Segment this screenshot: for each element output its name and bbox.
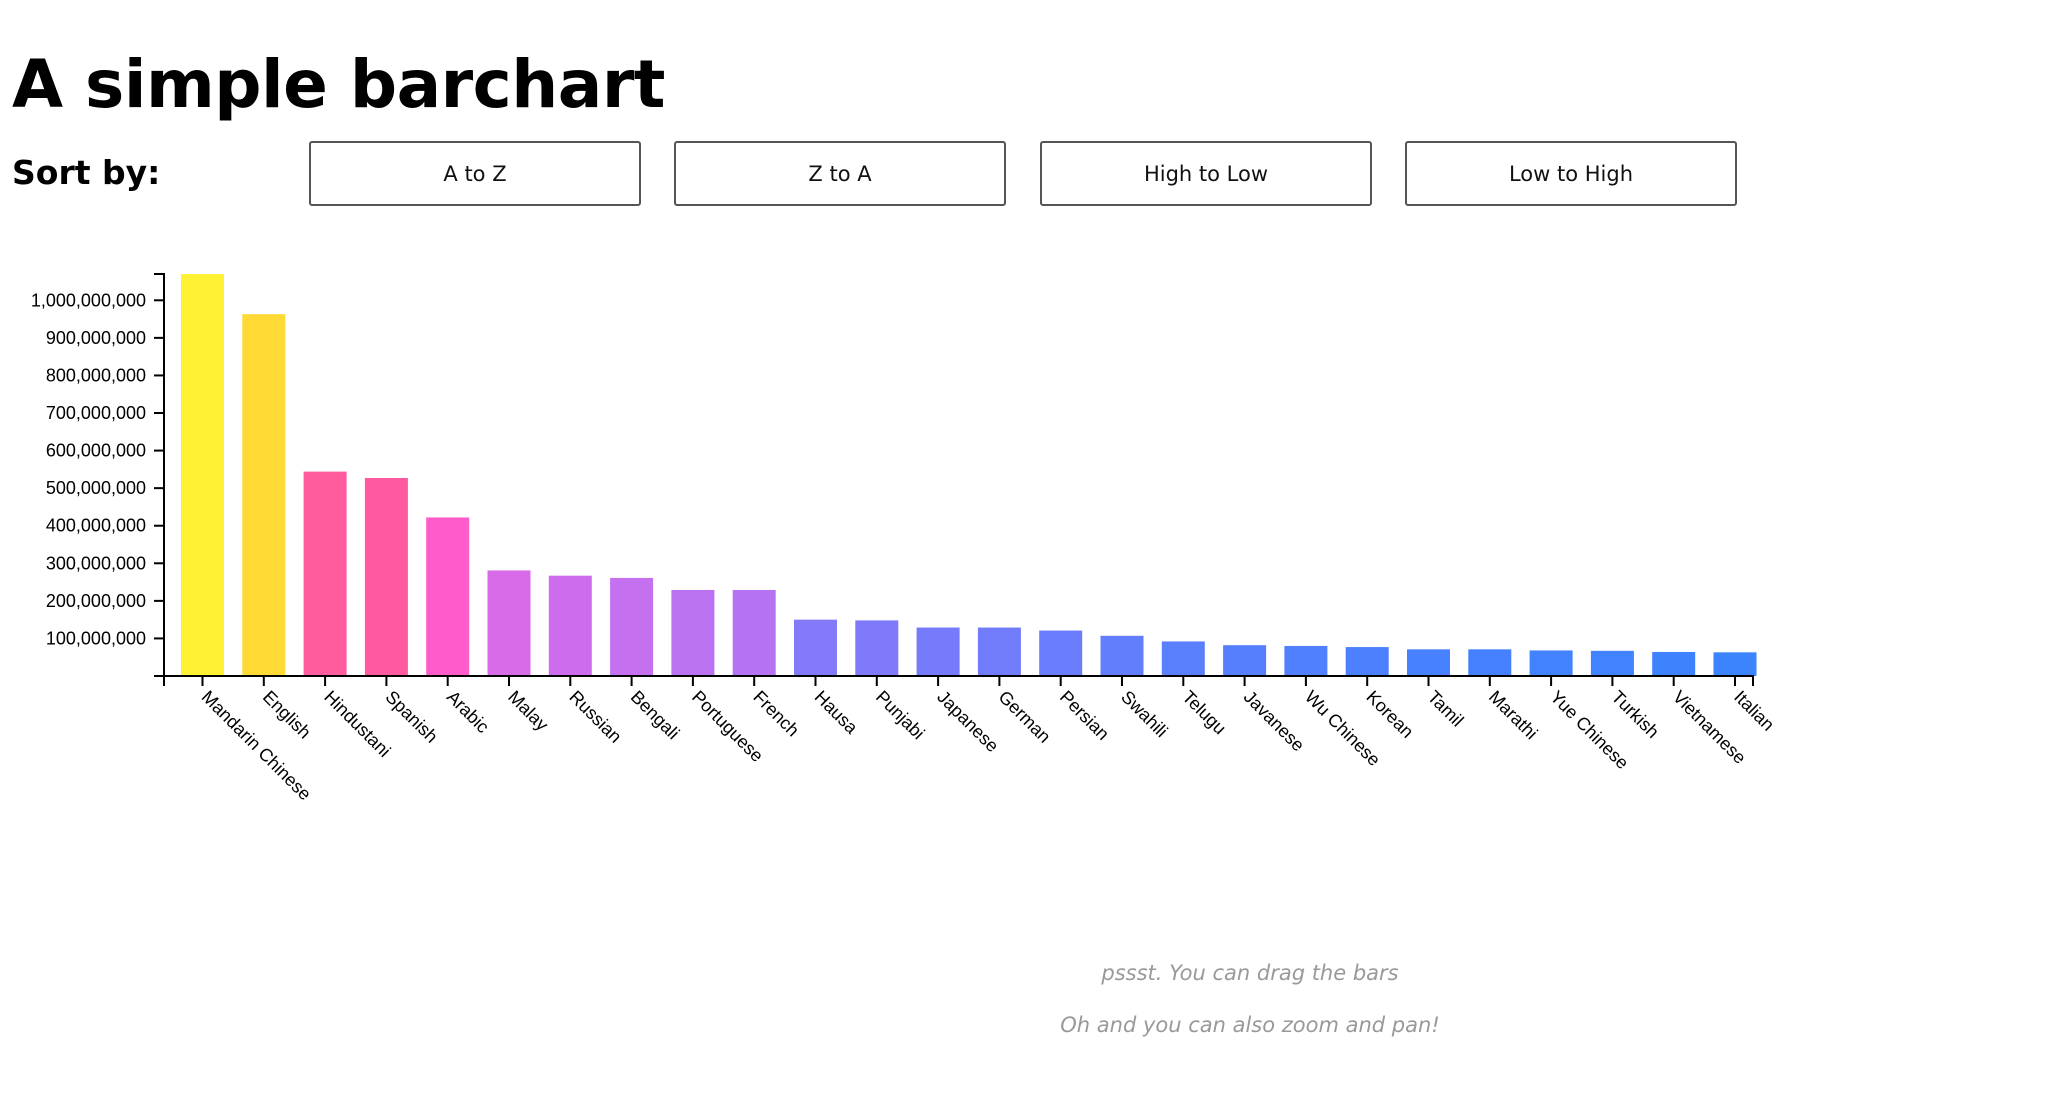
x-tick-label: Bengali (627, 687, 684, 744)
y-tick-label: 600,000,000 (46, 441, 146, 461)
bar-russian[interactable] (548, 575, 592, 676)
x-tick-label: Marathi (1485, 687, 1542, 744)
x-tick-label: Persian (1056, 687, 1113, 744)
bar-vietnamese[interactable] (1652, 651, 1696, 676)
bar-malay[interactable] (487, 570, 531, 676)
sort-high-to-low-button[interactable]: High to Low (1040, 141, 1372, 206)
x-tick-label: Japanese (933, 687, 1002, 756)
x-tick-label: English (259, 687, 315, 743)
bar-mandarin-chinese[interactable] (181, 274, 224, 676)
x-tick-label: Turkish (1608, 687, 1663, 742)
sort-by-label: Sort by: (12, 153, 161, 192)
y-tick-label: 500,000,000 (46, 478, 146, 498)
x-tick-label: Korean (1362, 687, 1417, 742)
zoom-hint: Oh and you can also zoom and pan! (1060, 1013, 1440, 1037)
y-tick-label: 900,000,000 (46, 328, 146, 348)
bar-french[interactable] (732, 589, 776, 676)
x-tick-label: Swahili (1117, 687, 1171, 741)
drag-hint: pssst. You can drag the bars (1101, 961, 1399, 985)
y-tick-label: 100,000,000 (46, 628, 146, 648)
y-tick-label: 800,000,000 (46, 365, 146, 385)
x-tick-label: Telugu (1178, 687, 1230, 739)
bar-javanese[interactable] (1223, 645, 1267, 676)
x-tick-label: Hausa (811, 687, 863, 739)
bar-punjabi[interactable] (855, 620, 899, 676)
bar-portuguese[interactable] (671, 589, 715, 676)
x-tick-label: Malay (504, 687, 552, 735)
x-axis-line (163, 675, 1754, 686)
bar-italian[interactable] (1713, 652, 1757, 676)
bar-tamil[interactable] (1407, 649, 1450, 676)
bars-group[interactable] (181, 274, 1757, 676)
x-tick-label: Javanese (1240, 687, 1309, 756)
x-tick-label: Tamil (1424, 687, 1468, 731)
bar-swahili[interactable] (1100, 635, 1144, 676)
bar-yue-chinese[interactable] (1529, 650, 1573, 676)
y-tick-label: 700,000,000 (46, 403, 146, 423)
bar-hindustani[interactable] (303, 471, 347, 676)
bar-spanish[interactable] (364, 478, 408, 676)
bar-japanese[interactable] (916, 627, 960, 676)
x-tick-label: Italian (1730, 687, 1778, 735)
x-tick-label: Arabic (443, 687, 493, 737)
page-title: A simple barchart (12, 46, 665, 123)
x-tick-label: Russian (565, 687, 625, 747)
bar-chart[interactable]: 100,000,000 200,000,000 300,000,000 400,000… (0, 240, 2058, 880)
sort-a-to-z-button[interactable]: A to Z (309, 141, 641, 206)
x-tick-label: Punjabi (872, 687, 929, 744)
x-tick-label: Mandarin Chinese (198, 687, 315, 804)
bar-german[interactable] (977, 627, 1021, 676)
bar-wu-chinese[interactable] (1284, 645, 1328, 676)
bar-english[interactable] (242, 314, 286, 676)
bar-telugu[interactable] (1161, 641, 1205, 676)
bar-bengali[interactable] (610, 577, 654, 676)
y-tick-label: 300,000,000 (46, 553, 146, 573)
bar-turkish[interactable] (1590, 650, 1634, 676)
y-axis: 100,000,000 200,000,000 300,000,000 400,000… (31, 273, 165, 677)
y-tick-label: 400,000,000 (46, 516, 146, 536)
bar-hausa[interactable] (794, 619, 837, 676)
bar-arabic[interactable] (426, 517, 470, 676)
bar-korean[interactable] (1345, 647, 1389, 676)
bar-persian[interactable] (1039, 630, 1083, 676)
x-tick-label: French (749, 687, 803, 741)
y-tick-label: 1,000,000,000 (31, 290, 146, 310)
bar-marathi[interactable] (1468, 649, 1512, 676)
sort-z-to-a-button[interactable]: Z to A (674, 141, 1006, 206)
x-tick-label: German (995, 687, 1055, 747)
sort-low-to-high-button[interactable]: Low to High (1405, 141, 1737, 206)
y-axis-line (154, 273, 165, 677)
y-tick-label: 200,000,000 (46, 591, 146, 611)
x-tick-label: Spanish (382, 687, 442, 747)
